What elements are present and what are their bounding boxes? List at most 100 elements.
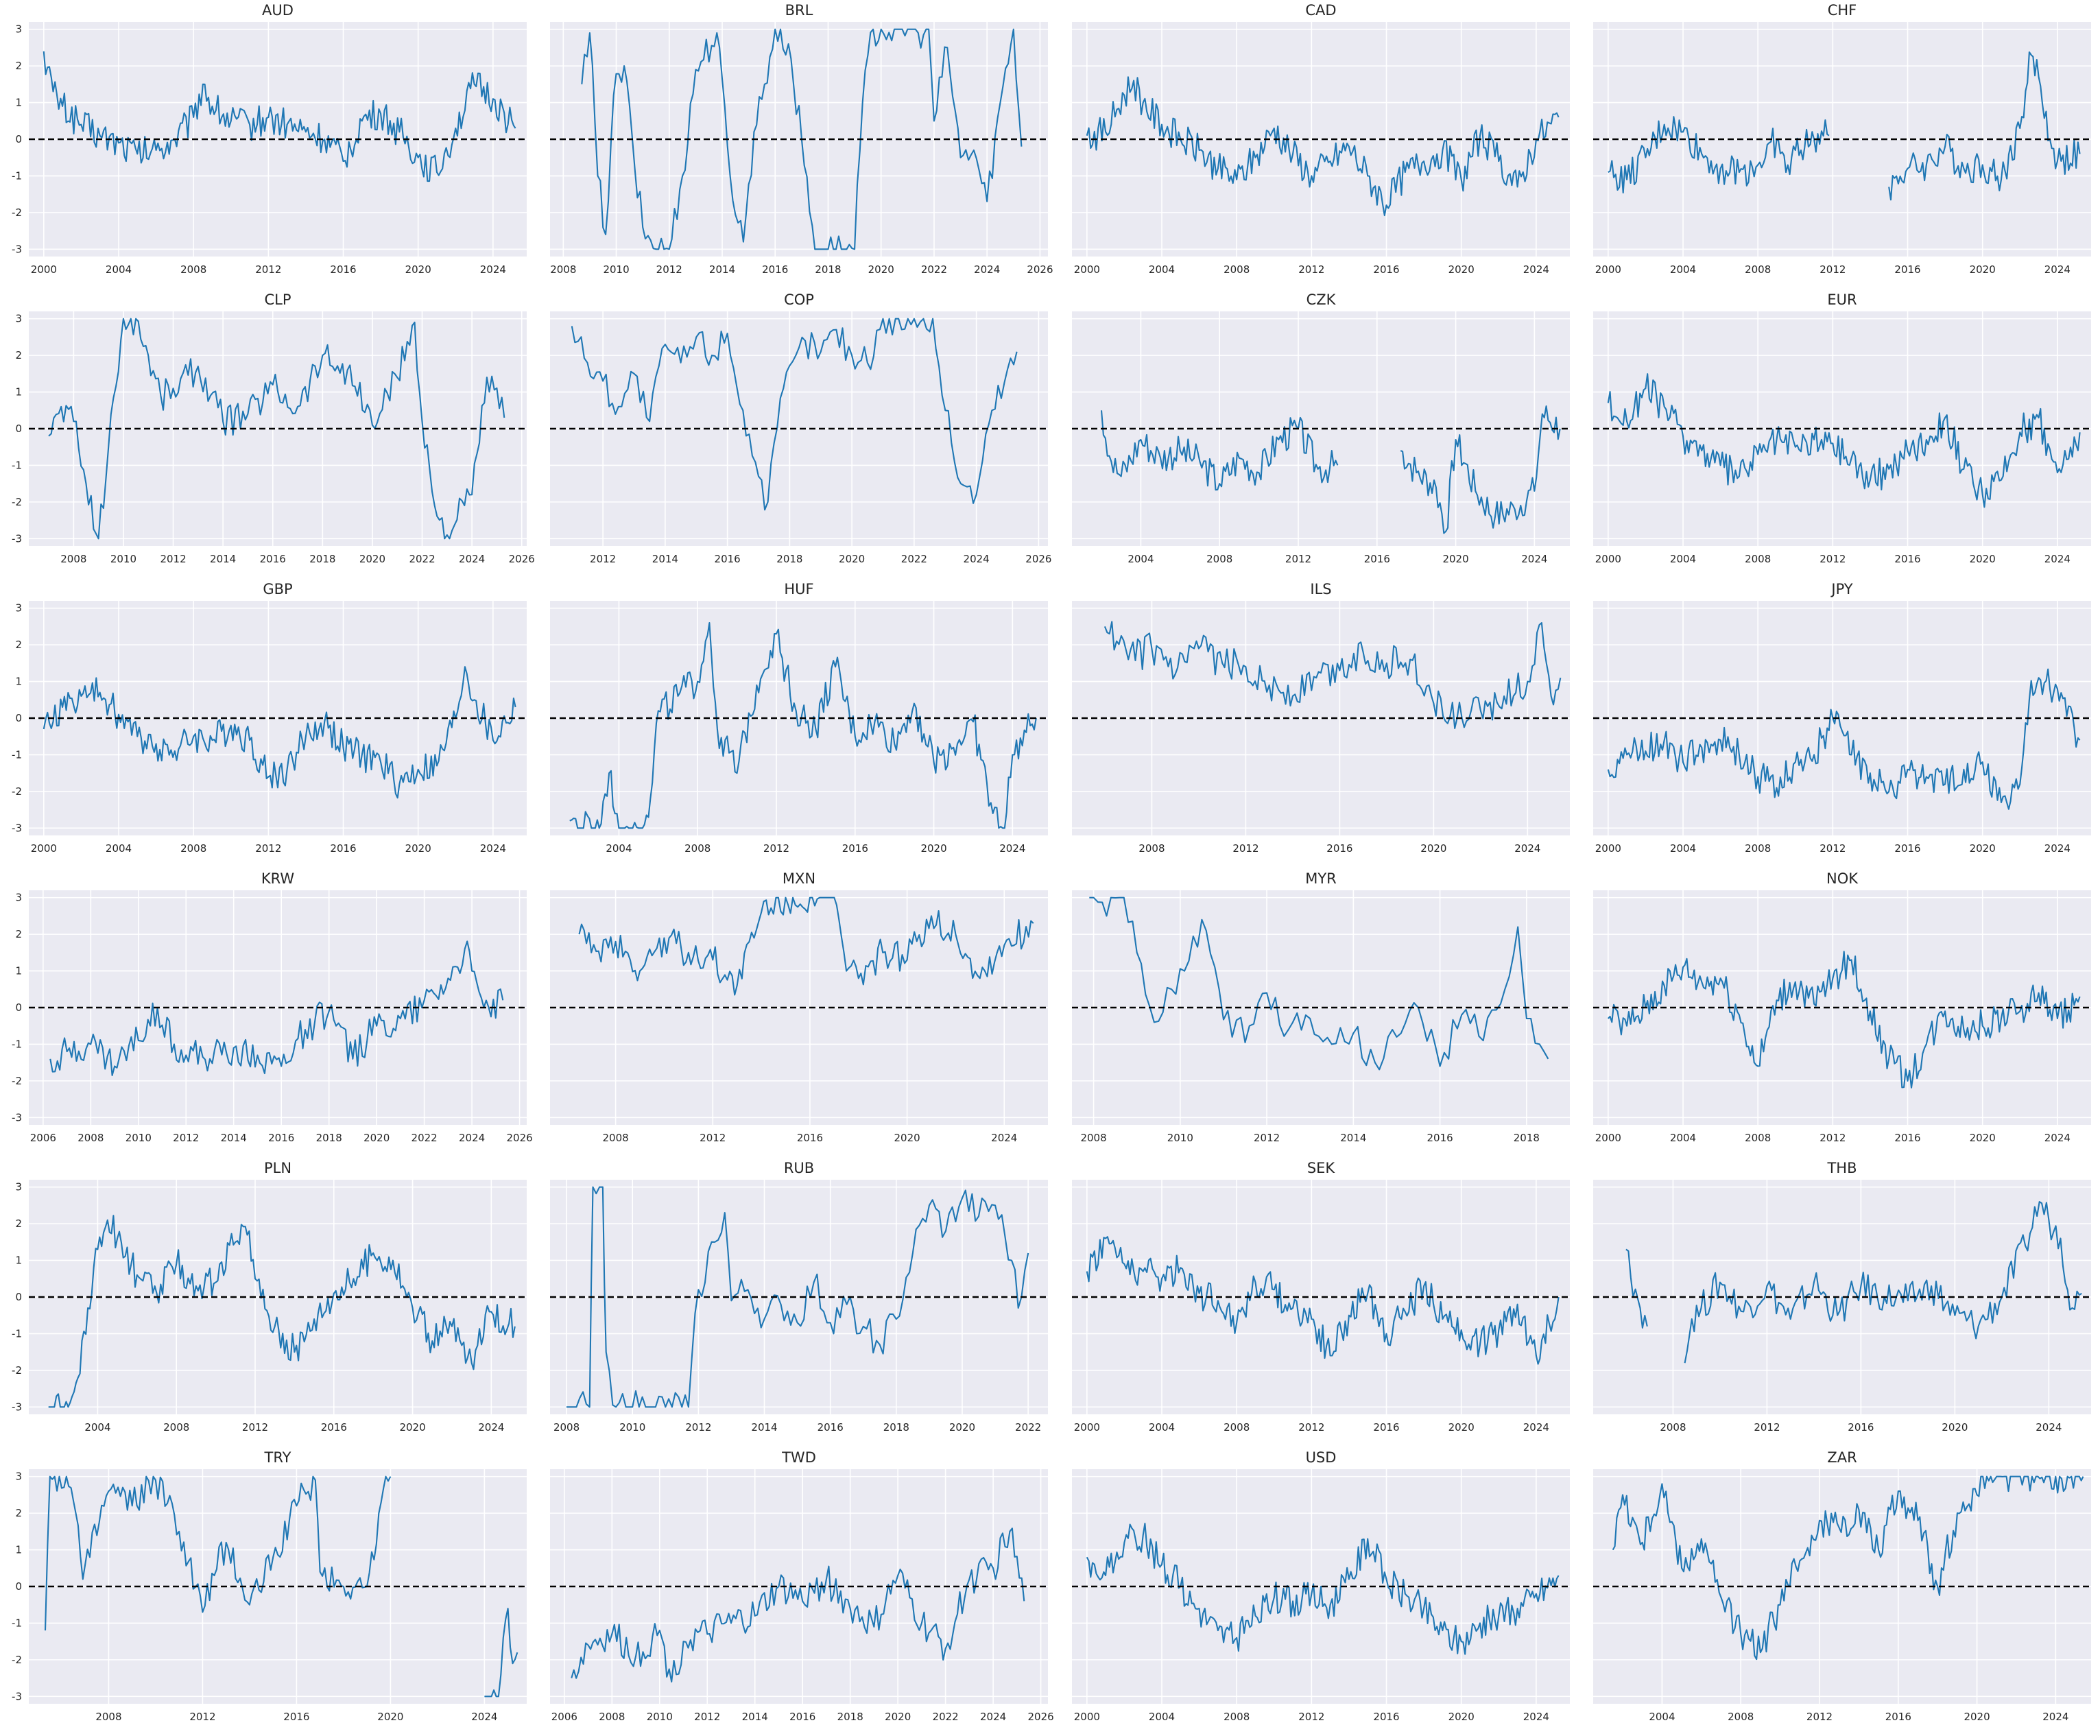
panel-title: TWD bbox=[781, 1449, 816, 1466]
x-tick-label: 2008 bbox=[163, 1421, 189, 1434]
panel-title: CLP bbox=[264, 292, 291, 308]
x-tick-label: 2004 bbox=[1670, 842, 1696, 855]
x-tick-label: 2008 bbox=[1080, 1132, 1106, 1144]
y-tick-label: 3 bbox=[15, 892, 22, 904]
x-tick-label: 2026 bbox=[506, 1132, 532, 1144]
panel-usd: USD 2000 2004 2008 2012 2016 2020 2024 bbox=[1072, 1449, 1570, 1723]
y-tick-label: 0 bbox=[15, 133, 22, 145]
series-line-huf bbox=[569, 622, 1037, 829]
x-tick-label: 2008 bbox=[1745, 263, 1771, 276]
x-tick-label: 2014 bbox=[1340, 1132, 1366, 1144]
x-tick-label: 2008 bbox=[1660, 1421, 1686, 1434]
x-tick-label: 2008 bbox=[95, 1711, 121, 1723]
y-tick-label: 1 bbox=[15, 1255, 22, 1267]
x-tick-label: 2004 bbox=[1127, 553, 1154, 565]
y-tick-label: 2 bbox=[15, 1507, 22, 1519]
x-tick-label: 2000 bbox=[1595, 1132, 1621, 1144]
y-tick-label: 2 bbox=[15, 639, 22, 651]
series-line-zar bbox=[1612, 1475, 2084, 1661]
series-line-cop bbox=[571, 318, 1018, 511]
series-line-rub bbox=[566, 1186, 1029, 1408]
x-tick-label: 2008 bbox=[180, 263, 206, 276]
x-tick-label: 2020 bbox=[1970, 1132, 1996, 1144]
x-tick-label: 2020 bbox=[405, 263, 431, 276]
x-tick-label: 2000 bbox=[1595, 263, 1621, 276]
x-tick-label: 2024 bbox=[1521, 553, 1547, 565]
x-tick-label: 2014 bbox=[652, 553, 678, 565]
x-tick-label: 2024 bbox=[2036, 1421, 2062, 1434]
x-tick-label: 2008 bbox=[684, 842, 711, 855]
series-line-cad bbox=[1086, 76, 1560, 217]
panel-myr: MYR 2008 2010 2012 2014 2016 2018 bbox=[1072, 870, 1570, 1144]
x-tick-label: 2020 bbox=[1970, 842, 1996, 855]
x-tick-label: 2008 bbox=[1206, 553, 1232, 565]
y-tick-label: 0 bbox=[15, 423, 22, 435]
y-tick-label: 0 bbox=[15, 1291, 22, 1303]
panel-title: NOK bbox=[1826, 870, 1859, 887]
panel-title: JPY bbox=[1830, 581, 1852, 597]
x-tick-label: 2010 bbox=[110, 553, 136, 565]
panel-title: BRL bbox=[785, 2, 813, 19]
series-line-chf bbox=[1888, 51, 2081, 201]
y-tick-label: 1 bbox=[15, 386, 22, 399]
x-tick-label: 2016 bbox=[797, 1132, 823, 1144]
x-tick-label: 2008 bbox=[60, 553, 86, 565]
x-tick-label: 2016 bbox=[715, 553, 741, 565]
y-tick-label: -1 bbox=[12, 748, 22, 761]
x-tick-label: 2024 bbox=[980, 1711, 1006, 1723]
x-tick-label: 2022 bbox=[901, 553, 927, 565]
panel-title: MYR bbox=[1305, 870, 1337, 887]
x-tick-label: 2008 bbox=[1224, 263, 1250, 276]
y-tick-label: -3 bbox=[12, 243, 22, 255]
x-tick-label: 2012 bbox=[173, 1132, 199, 1144]
x-tick-label: 2020 bbox=[868, 263, 894, 276]
x-tick-label: 2012 bbox=[189, 1711, 215, 1723]
series-line-myr bbox=[1089, 896, 1549, 1071]
x-tick-label: 2020 bbox=[1942, 1421, 1968, 1434]
x-tick-label: 2020 bbox=[1970, 553, 1996, 565]
x-tick-label: 2008 bbox=[603, 1132, 629, 1144]
x-tick-label: 2016 bbox=[330, 263, 356, 276]
y-tick-label: 2 bbox=[15, 928, 22, 940]
series-line-krw bbox=[49, 940, 504, 1076]
x-tick-label: 2012 bbox=[685, 1421, 711, 1434]
panel-eur: EUR 2000 2004 2008 2012 2016 2020 2024 bbox=[1593, 292, 2091, 565]
x-tick-label: 2024 bbox=[2042, 1711, 2068, 1723]
series-line-pln bbox=[48, 1215, 516, 1408]
panel-title: KRW bbox=[261, 870, 295, 887]
x-tick-label: 2014 bbox=[751, 1421, 777, 1434]
panel-title: PLN bbox=[264, 1160, 291, 1176]
x-tick-label: 2016 bbox=[321, 1421, 347, 1434]
x-tick-label: 2014 bbox=[742, 1711, 768, 1723]
x-tick-label: 2016 bbox=[268, 1132, 294, 1144]
x-tick-label: 2016 bbox=[1894, 553, 1920, 565]
panel-zar: ZAR 2004 2008 2012 2016 2020 2024 bbox=[1593, 1449, 2091, 1723]
panel-brl: BRL 2008 2010 2012 2014 2016 2018 2020 2022 2024 2… bbox=[550, 2, 1053, 276]
x-tick-label: 2008 bbox=[77, 1132, 104, 1144]
x-tick-label: 2012 bbox=[694, 1711, 720, 1723]
x-tick-label: 2012 bbox=[1298, 1421, 1324, 1434]
x-tick-label: 2024 bbox=[2044, 263, 2071, 276]
x-tick-label: 2008 bbox=[1224, 1421, 1250, 1434]
series-line-clp bbox=[48, 318, 505, 540]
panel-thb: THB 2008 2012 2016 2020 2024 bbox=[1593, 1160, 2091, 1434]
x-tick-label: 2012 bbox=[1819, 842, 1846, 855]
panel-title: RUB bbox=[784, 1160, 814, 1176]
x-tick-label: 2024 bbox=[1523, 1711, 1549, 1723]
x-tick-label: 2020 bbox=[1970, 263, 1996, 276]
y-tick-label: 3 bbox=[15, 602, 22, 615]
y-tick-label: 0 bbox=[15, 1001, 22, 1014]
x-tick-label: 2008 bbox=[550, 263, 576, 276]
x-tick-label: 2024 bbox=[2044, 1132, 2071, 1144]
y-tick-label: -3 bbox=[12, 1690, 22, 1702]
x-tick-label: 2008 bbox=[553, 1421, 580, 1434]
x-tick-label: 2004 bbox=[84, 1421, 110, 1434]
x-tick-label: 2000 bbox=[1074, 1421, 1100, 1434]
panel-cop: COP 2012 2014 2016 2018 2020 2022 2024 2026 bbox=[550, 292, 1051, 565]
x-tick-label: 2016 bbox=[260, 553, 286, 565]
panel-huf: HUF 2004 2008 2012 2016 2020 2024 bbox=[550, 581, 1048, 855]
x-tick-label: 2008 bbox=[1745, 553, 1771, 565]
x-tick-label: 2004 bbox=[106, 842, 132, 855]
x-tick-label: 2012 bbox=[1254, 1132, 1280, 1144]
x-tick-label: 2020 bbox=[1448, 263, 1475, 276]
